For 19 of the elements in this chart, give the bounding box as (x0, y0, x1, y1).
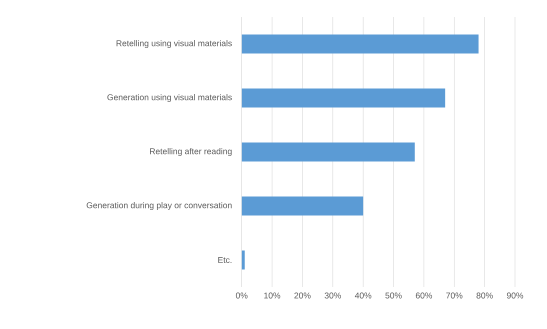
y-tick-label: Retelling after reading (150, 148, 232, 156)
x-tick-label: 0% (236, 292, 248, 299)
y-tick-label: Generation during play or conversation (86, 202, 232, 210)
y-tick-label: Generation using visual materials (107, 94, 232, 102)
x-tick-label: 40% (354, 292, 372, 299)
bar (242, 88, 446, 108)
x-tick-label: 10% (264, 292, 280, 299)
y-tick-label: Etc. (218, 257, 232, 263)
x-tick-label: 60% (416, 292, 432, 299)
x-tick-label: 90% (506, 292, 524, 299)
x-tick-label: 80% (476, 292, 493, 299)
x-tick-label: 30% (324, 292, 341, 299)
x-tick-label: 50% (385, 292, 402, 299)
bar (242, 34, 479, 54)
bar (242, 196, 364, 216)
bar (242, 142, 415, 162)
x-tick-label: 20% (294, 292, 311, 299)
x-tick-label: 70% (446, 292, 462, 299)
y-tick-label: Retelling using visual materials (116, 40, 232, 48)
